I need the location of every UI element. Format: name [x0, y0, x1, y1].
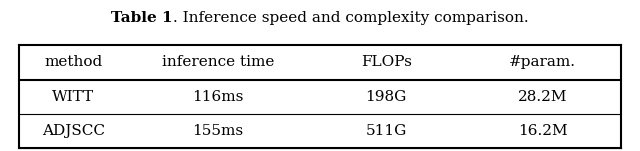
Text: Table 1: Table 1 [111, 11, 173, 25]
Text: 16.2M: 16.2M [518, 124, 568, 138]
Text: 28.2M: 28.2M [518, 90, 567, 104]
Text: inference time: inference time [161, 55, 274, 69]
Text: . Inference speed and complexity comparison.: . Inference speed and complexity compari… [173, 11, 529, 25]
Text: 116ms: 116ms [192, 90, 243, 104]
Text: Table 1: Table 1 [0, 11, 61, 25]
Text: 511G: 511G [365, 124, 407, 138]
Text: FLOPs: FLOPs [361, 55, 412, 69]
Text: 198G: 198G [365, 90, 407, 104]
Text: WITT: WITT [52, 90, 95, 104]
Text: method: method [44, 55, 102, 69]
Text: . Inference speed and complexity comparison.: . Inference speed and complexity compari… [0, 11, 356, 25]
Text: ADJSCC: ADJSCC [42, 124, 105, 138]
Text: #param.: #param. [509, 55, 576, 69]
Text: 155ms: 155ms [192, 124, 243, 138]
